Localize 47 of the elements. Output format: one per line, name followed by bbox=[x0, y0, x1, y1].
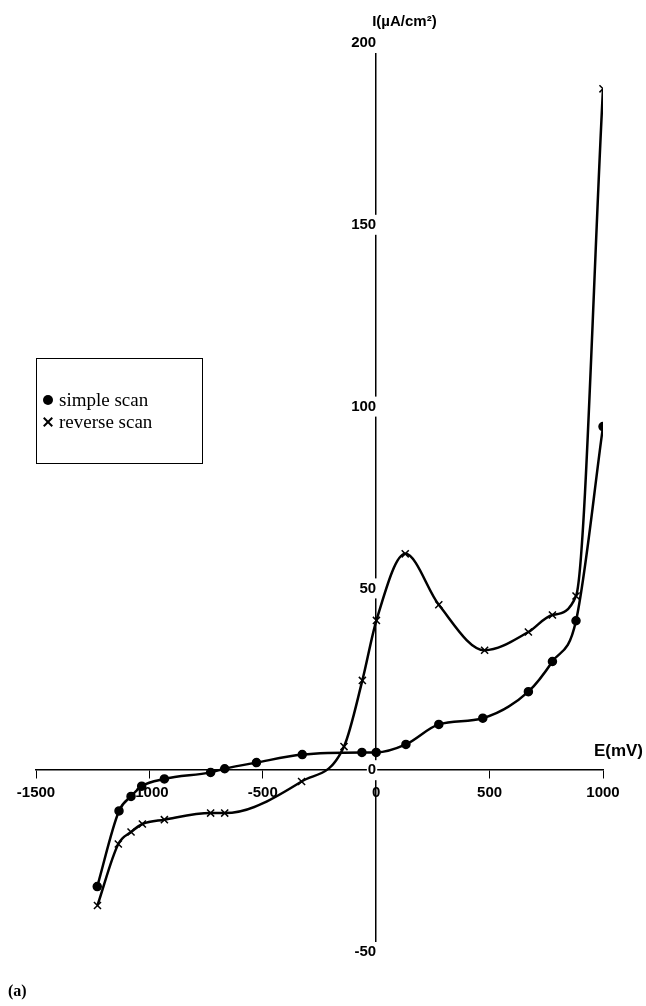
point bbox=[571, 591, 581, 601]
point bbox=[434, 719, 444, 730]
point bbox=[205, 767, 216, 778]
x-tick-label: -1500 bbox=[16, 783, 56, 801]
point bbox=[92, 881, 102, 892]
point bbox=[480, 645, 489, 655]
point bbox=[548, 610, 557, 620]
point bbox=[571, 616, 581, 626]
x-tick-label: -500 bbox=[247, 783, 278, 801]
y-tick-label: 100 bbox=[351, 396, 377, 414]
point bbox=[114, 839, 123, 849]
point bbox=[400, 549, 410, 559]
point bbox=[339, 742, 349, 751]
point bbox=[523, 686, 534, 697]
legend-label: simple scan bbox=[59, 389, 149, 411]
point bbox=[372, 616, 381, 625]
y-tick-label: 150 bbox=[351, 214, 377, 232]
y-tick-label: 0 bbox=[367, 760, 377, 778]
point bbox=[138, 819, 147, 829]
point bbox=[358, 676, 367, 685]
point bbox=[524, 627, 533, 637]
point bbox=[434, 600, 444, 610]
text: (a) bbox=[8, 982, 27, 1000]
legend-label: reverse scan bbox=[59, 411, 153, 433]
point bbox=[478, 713, 488, 723]
point bbox=[401, 739, 411, 750]
point bbox=[159, 774, 170, 784]
point bbox=[206, 808, 215, 818]
y-tick-label: 50 bbox=[359, 578, 377, 596]
point bbox=[126, 827, 136, 837]
point bbox=[357, 747, 367, 758]
point bbox=[160, 815, 169, 824]
x-tick-label: 1000 bbox=[586, 783, 620, 801]
point bbox=[297, 777, 306, 786]
point bbox=[93, 901, 102, 910]
point bbox=[220, 808, 229, 818]
point bbox=[251, 757, 262, 768]
x-axis-title: E(mV) bbox=[593, 741, 643, 761]
point bbox=[547, 656, 558, 667]
point bbox=[297, 749, 308, 760]
point bbox=[114, 806, 124, 816]
point bbox=[371, 747, 381, 758]
y-axis-title: I(µA/cm²) bbox=[372, 11, 437, 29]
point bbox=[219, 764, 230, 774]
y-tick-label: -50 bbox=[354, 942, 377, 960]
x-tick-label: 500 bbox=[477, 783, 503, 801]
y-tick-label: 200 bbox=[351, 33, 377, 51]
